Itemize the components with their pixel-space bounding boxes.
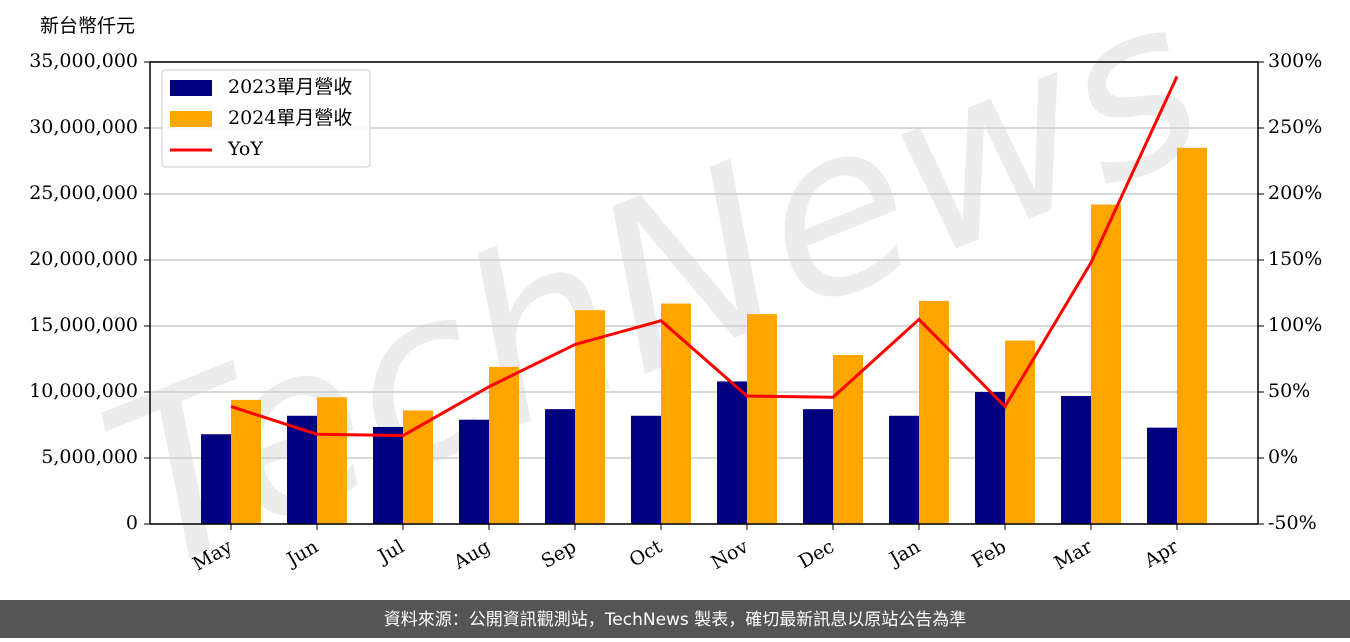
bar: [459, 420, 489, 524]
y2-tick-label: 50%: [1268, 380, 1310, 402]
bar: [231, 400, 261, 524]
x-tick-label: Apr: [1140, 535, 1183, 572]
legend-label: YoY: [227, 138, 263, 160]
bar: [1147, 428, 1177, 524]
x-tick-label: Aug: [449, 536, 494, 575]
y2-tick-label: 250%: [1268, 116, 1322, 138]
y2-tick-label: 0%: [1268, 446, 1298, 468]
legend-label: 2023單月營收: [228, 76, 352, 98]
y2-tick-label: 100%: [1268, 314, 1322, 336]
bar: [975, 392, 1005, 524]
legend: 2023單月營收 2024單月營收 YoY: [162, 70, 370, 167]
bar: [803, 409, 833, 524]
x-tick-label: Sep: [537, 536, 580, 573]
legend-swatch: [170, 111, 212, 127]
y2-tick-label: 200%: [1268, 182, 1322, 204]
y-tick-label: 35,000,000: [29, 50, 138, 72]
y-tick-label: 5,000,000: [41, 446, 138, 468]
y-tick-label: 20,000,000: [29, 248, 138, 270]
bar: [631, 416, 661, 524]
y-tick-label: 15,000,000: [29, 314, 138, 336]
y2-tick-label: 150%: [1268, 248, 1322, 270]
y-axis-label: 新台幣仟元: [40, 15, 135, 37]
footer: 資料來源：公開資訊觀測站，TechNews 製表，確切最新訊息以原站公告為準: [384, 610, 966, 630]
y-tick-label: 30,000,000: [29, 116, 138, 138]
x-tick-label: Feb: [968, 536, 1010, 573]
bar: [833, 355, 863, 524]
bar: [889, 416, 919, 524]
y-tick-label: 0: [126, 512, 138, 534]
x-tick-label: Mar: [1050, 535, 1096, 574]
y-tick-label: 10,000,000: [29, 380, 138, 402]
y2-tick-label: 300%: [1268, 50, 1322, 72]
bar: [1005, 341, 1035, 524]
bar: [373, 427, 403, 524]
bar: [1061, 396, 1091, 524]
bar: [489, 367, 519, 524]
x-tick-label: Nov: [707, 535, 752, 574]
legend-swatch: [170, 80, 212, 96]
legend-label: 2024單月營收: [228, 107, 352, 129]
bar: [201, 434, 231, 524]
bar: [747, 314, 777, 524]
bar: [317, 397, 347, 524]
bar: [717, 381, 747, 524]
bar: [1177, 148, 1207, 524]
x-tick-label: Oct: [626, 535, 667, 571]
y2-tick-label: -50%: [1268, 512, 1317, 534]
x-tick-label: Dec: [795, 536, 838, 574]
x-tick-label: Jan: [884, 536, 924, 572]
bar: [661, 304, 691, 524]
bar: [545, 409, 575, 524]
y-tick-label: 25,000,000: [29, 182, 138, 204]
